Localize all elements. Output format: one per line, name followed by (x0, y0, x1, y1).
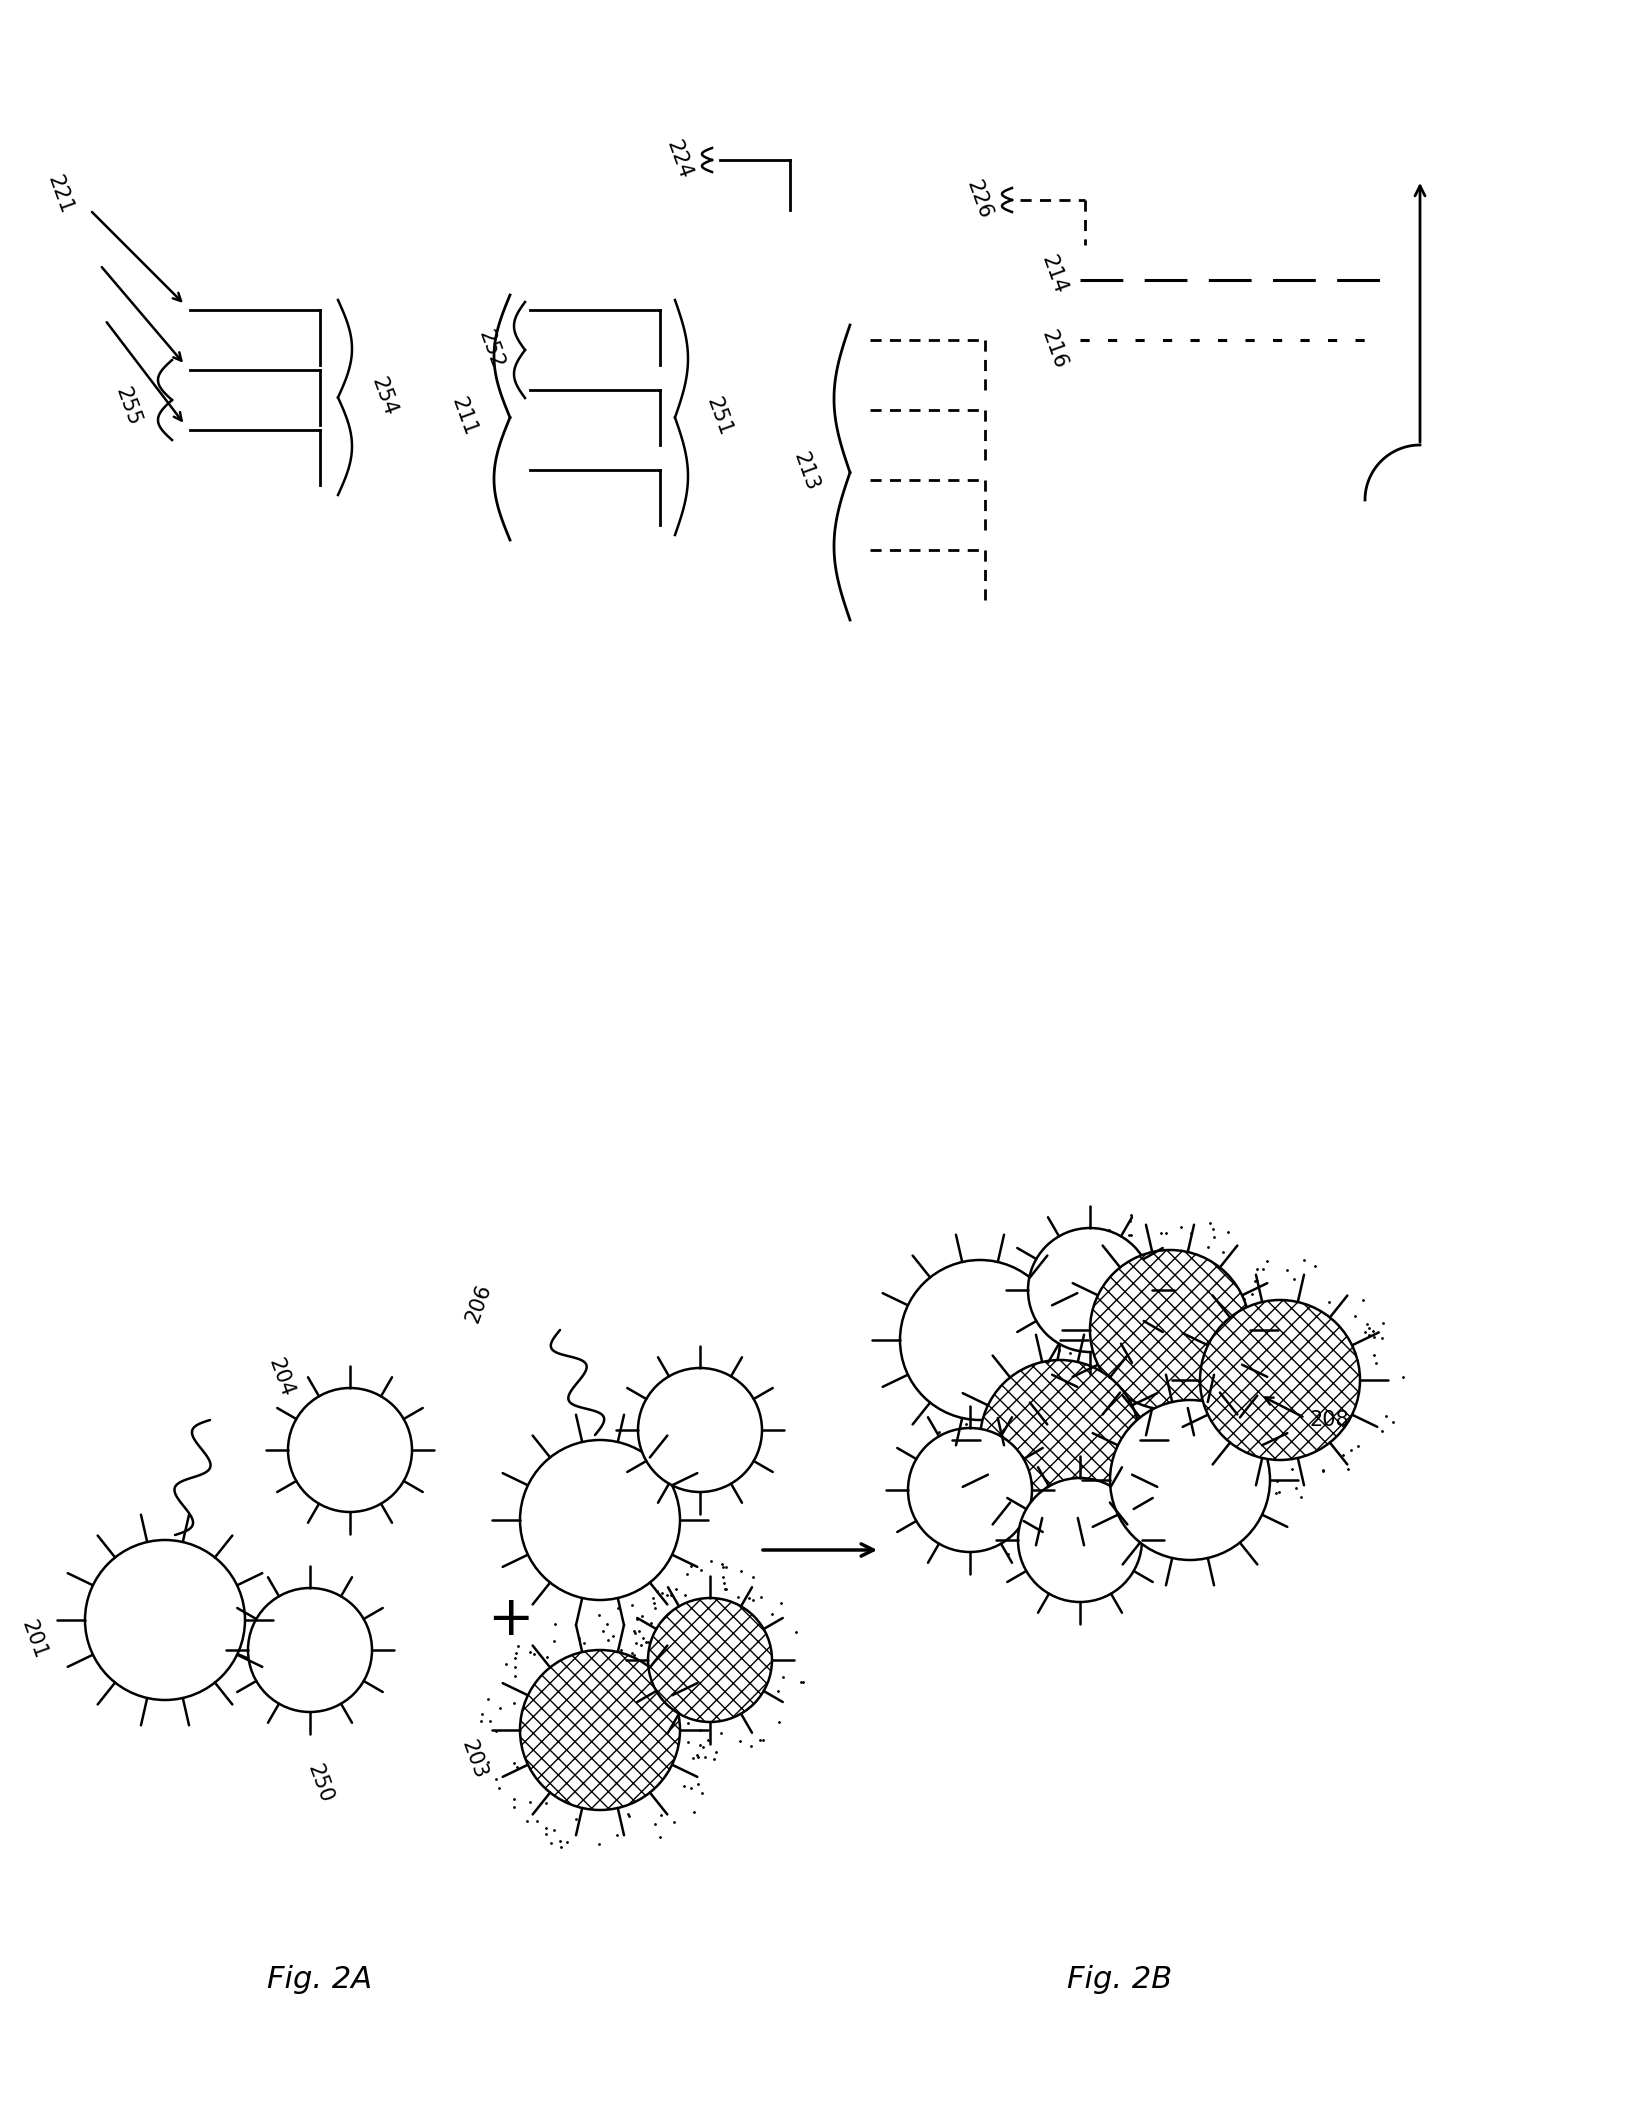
Circle shape (981, 1360, 1140, 1521)
Text: 250: 250 (303, 1762, 336, 1807)
Text: 216: 216 (1038, 328, 1070, 373)
Circle shape (521, 1650, 681, 1811)
Circle shape (247, 1588, 372, 1711)
Circle shape (1018, 1478, 1142, 1601)
Text: 204: 204 (265, 1356, 297, 1400)
Text: Fig. 2B: Fig. 2B (1068, 1966, 1173, 1995)
Text: +: + (486, 1593, 534, 1648)
Circle shape (288, 1387, 412, 1512)
Circle shape (1028, 1228, 1152, 1351)
Text: 213: 213 (789, 449, 822, 493)
Text: 203: 203 (458, 1739, 489, 1781)
Text: 252: 252 (475, 328, 508, 373)
Circle shape (1111, 1400, 1271, 1561)
Circle shape (638, 1368, 761, 1491)
Circle shape (521, 1440, 681, 1599)
Text: 254: 254 (368, 375, 400, 419)
Text: 221: 221 (44, 174, 76, 218)
Circle shape (900, 1260, 1060, 1419)
Text: 226: 226 (962, 178, 995, 222)
Text: 214: 214 (1038, 252, 1070, 297)
Text: 255: 255 (112, 385, 143, 430)
Circle shape (86, 1540, 246, 1701)
Circle shape (1089, 1250, 1249, 1411)
Text: 208: 208 (1310, 1411, 1350, 1430)
Text: 251: 251 (704, 394, 735, 438)
Circle shape (908, 1428, 1032, 1552)
Text: 211: 211 (448, 394, 480, 438)
Circle shape (1200, 1300, 1360, 1459)
Text: 224: 224 (662, 138, 695, 182)
Text: 201: 201 (18, 1618, 49, 1663)
Circle shape (648, 1597, 771, 1722)
Text: Fig. 2A: Fig. 2A (267, 1966, 372, 1995)
Text: 206: 206 (463, 1281, 494, 1326)
